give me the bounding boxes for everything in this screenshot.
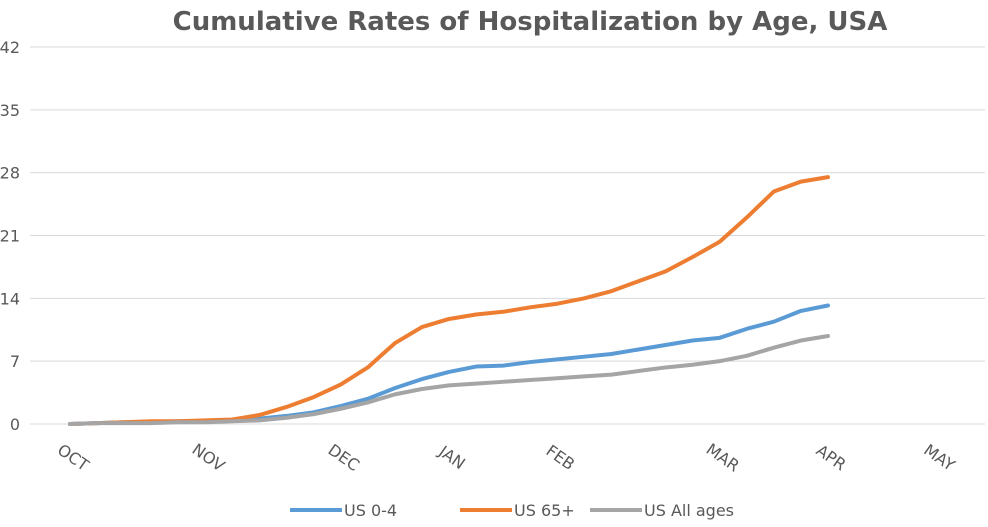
x-tick-label: MAY [920,440,958,475]
x-tick-label: OCT [54,440,93,475]
x-tick-label: NOV [189,440,229,476]
x-tick-label: JAN [435,441,469,473]
y-tick-label: 7 [10,352,20,371]
legend-item: US 0-4 [290,501,397,520]
legend-item: US 65+ [460,501,575,520]
x-tick-label: MAR [703,439,743,475]
y-tick-label: 28 [0,164,20,183]
y-tick-label: 35 [0,101,20,120]
y-tick-label: 21 [0,227,20,246]
y-tick-label: 42 [0,38,20,57]
data-line [68,303,830,426]
legend-label: US 65+ [514,501,575,520]
data-line [68,334,830,426]
y-tick-label: 14 [0,289,20,308]
y-tick-label: 0 [10,415,20,434]
legend-item: US All ages [590,501,734,520]
x-tick-label: DEC [325,440,363,475]
x-tick-label: APR [813,441,850,475]
chart-title: Cumulative Rates of Hospitalization by A… [173,7,888,37]
x-tick-label: FEB [543,441,579,474]
legend-label: US 0-4 [344,501,397,520]
legend-label: US All ages [644,501,734,520]
